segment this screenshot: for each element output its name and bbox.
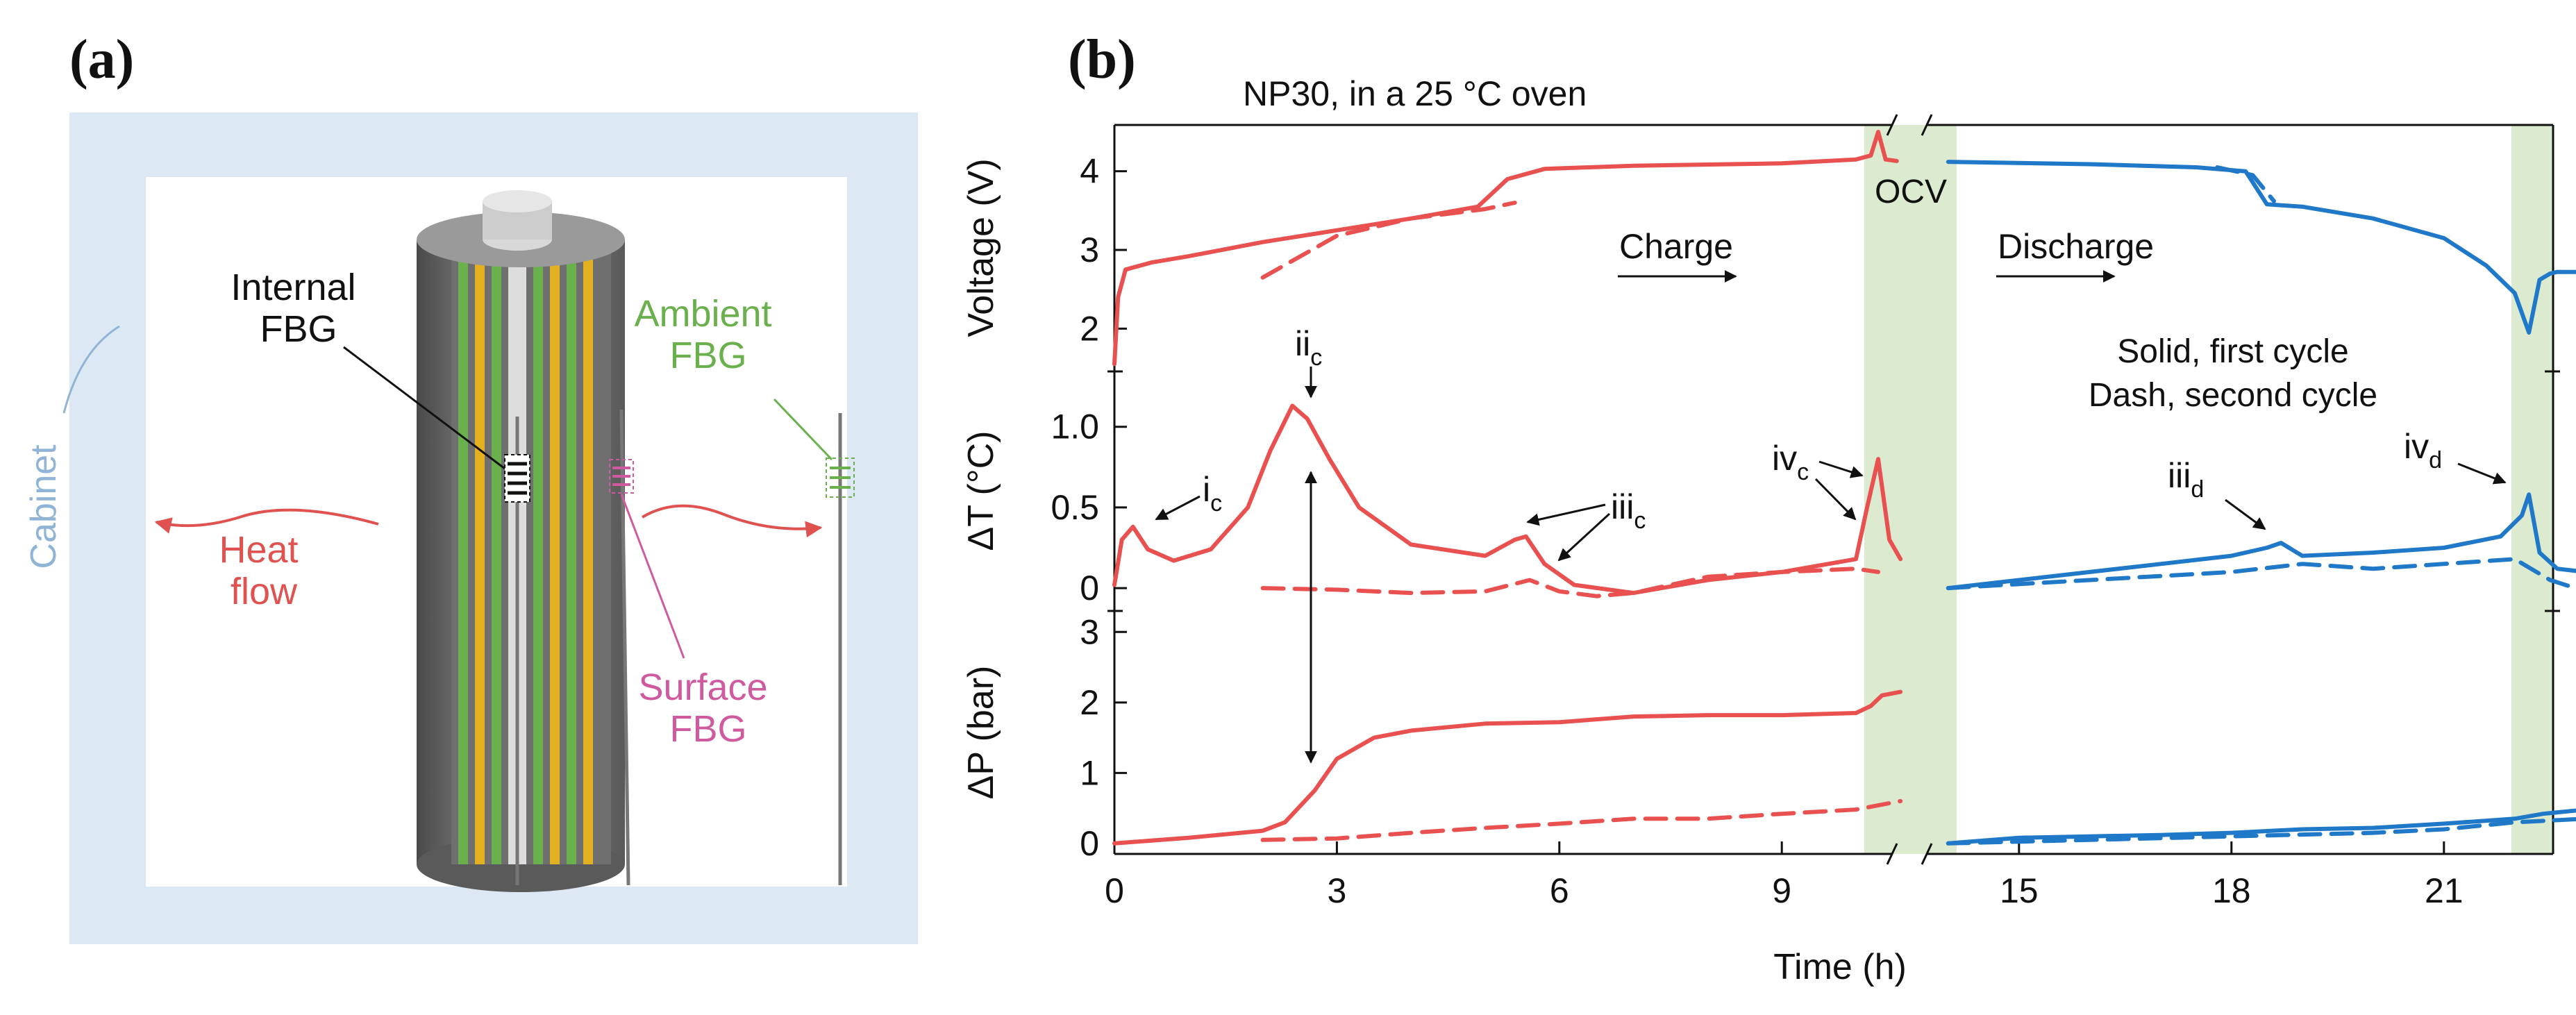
y-tick-label: 1.0	[1051, 408, 1099, 446]
annotation-iii-c-arrow-1	[1526, 503, 1606, 526]
series-line-discharge-second-cycle	[1946, 816, 2576, 846]
series-line-discharge-first-cycle	[1946, 808, 2576, 846]
heat-flow-label-line1: Heat	[219, 529, 298, 571]
legend-line-2: Dash, second cycle	[2089, 377, 2377, 414]
ylabel-delta-t: ΔT (°C)	[961, 431, 1001, 551]
heat-flow-label-line2: flow	[231, 571, 298, 612]
series-line-charge-first-cycle	[1112, 130, 1899, 367]
annotation-iv-c-arrow-1	[1818, 460, 1864, 478]
x-tick-label: 18	[2212, 871, 2251, 910]
annotation-iii-d: iiid	[2168, 456, 2204, 503]
annotation-i-c-arrow	[1155, 495, 1201, 521]
data-series	[1112, 130, 2576, 846]
xlabel: Time (h)	[1773, 947, 1907, 987]
discharge-label: Discharge	[1998, 227, 2154, 266]
series-line-charge-first-cycle	[1112, 689, 1903, 846]
x-tick-label: 0	[1105, 871, 1124, 910]
ambient-fbg-marker	[826, 458, 855, 498]
panel-b-label: (b)	[1068, 29, 1136, 90]
cabinet-leader-line	[62, 325, 120, 414]
annotation-iii-c: iiic	[1611, 487, 1646, 534]
y-tick-label: 2	[1080, 309, 1099, 348]
legend-line-1: Solid, first cycle	[2117, 333, 2348, 370]
surface-fbg-label: Surface FBG	[638, 666, 778, 750]
battery-cell	[417, 190, 625, 892]
ylabel-voltage: Voltage (V)	[961, 158, 1001, 337]
annotation-iv-c-arrow-2	[1814, 478, 1857, 521]
panel-a: (a) Cabinet	[24, 29, 918, 944]
heat-flow-arrow-right	[641, 504, 823, 538]
y-tick-label: 0	[1080, 824, 1099, 863]
axis-break-marks	[1886, 114, 1933, 865]
ylabel-delta-p: ΔP (bar)	[961, 666, 1001, 800]
annotation-i-c: ic	[1203, 470, 1222, 517]
ambient-fbg-label-line1: Ambient	[634, 293, 771, 335]
ocv-label: OCV	[1875, 174, 1947, 210]
annotation-iii-c-arrow-2	[1557, 512, 1611, 562]
surface-fbg-leader	[620, 494, 685, 659]
ambient-fbg-label-line2: FBG	[669, 335, 746, 376]
x-tick-label: 15	[2000, 871, 2039, 910]
series-line-charge-second-cycle	[1260, 201, 1517, 280]
heat-flow-arrow-left	[154, 508, 379, 534]
end-band	[2511, 125, 2553, 854]
surface-fbg-label-line2: FBG	[669, 708, 746, 750]
series-line-charge-second-cycle	[1260, 798, 1903, 842]
y-tick-label: 0	[1080, 569, 1099, 607]
battery-cap-top	[483, 190, 552, 212]
y-tick-label: 4	[1080, 152, 1099, 191]
series-line-discharge-first-cycle	[1946, 492, 2576, 591]
internal-fbg-leader	[343, 346, 505, 470]
annotation-iv-d: ivd	[2404, 427, 2442, 473]
heat-flow-label: Heat flow	[219, 529, 308, 612]
electrode-layers	[458, 240, 593, 864]
cabinet-label: Cabinet	[24, 444, 64, 569]
internal-fbg-label-line2: FBG	[260, 308, 337, 350]
annotation-iii-d-arrow	[2225, 498, 2266, 530]
x-tick-label: 21	[2425, 871, 2464, 910]
ambient-fbg-leader	[773, 398, 833, 461]
panel-a-label: (a)	[69, 29, 134, 90]
ambient-fbg-label: Ambient FBG	[634, 293, 782, 376]
internal-fbg-label-line1: Internal	[231, 267, 356, 308]
series-line-discharge-second-cycle	[2215, 165, 2276, 203]
series-line-discharge-first-cycle	[1946, 160, 2576, 335]
x-tick-label: 3	[1327, 871, 1346, 910]
axis-ticks: 2 3 4 0 0.5 1.0 0 1 2 3 0 3 6 9 15 18 21	[1051, 152, 2463, 910]
x-tick-label: 9	[1772, 871, 1791, 910]
y-tick-label: 3	[1080, 230, 1099, 269]
charge-label: Charge	[1619, 227, 1733, 266]
y-tick-label: 1	[1080, 753, 1099, 792]
annotation-iv-c: ivc	[1772, 439, 1809, 485]
chart-title: NP30, in a 25 °C oven	[1243, 74, 1587, 113]
ocv-band	[1864, 125, 1957, 854]
x-tick-label: 6	[1550, 871, 1569, 910]
series-line-charge-second-cycle	[1260, 567, 1880, 598]
y-tick-label: 0.5	[1051, 488, 1099, 527]
annotation-ii-c: iic	[1295, 324, 1322, 371]
surface-fbg-marker	[609, 459, 634, 494]
series-line-charge-first-cycle	[1112, 403, 1903, 596]
panel-b: (b) NP30, in a 25 °C oven Voltage (V) ΔT…	[961, 29, 2576, 987]
internal-fbg-marker	[504, 454, 530, 503]
series-line-discharge-second-cycle	[1946, 557, 2576, 591]
plot-frame	[1107, 124, 2560, 855]
annotation-iv-d-arrow	[2457, 462, 2507, 485]
y-tick-label: 2	[1080, 683, 1099, 722]
internal-fbg-label: Internal FBG	[231, 267, 366, 350]
surface-fiber	[619, 409, 630, 886]
y-tick-label: 3	[1080, 612, 1099, 651]
surface-fbg-label-line1: Surface	[638, 666, 767, 708]
